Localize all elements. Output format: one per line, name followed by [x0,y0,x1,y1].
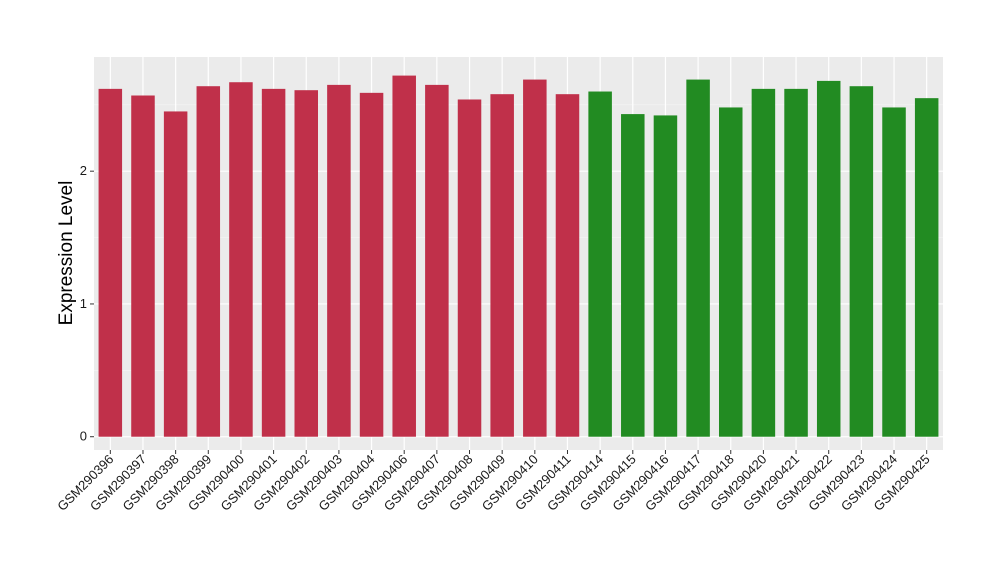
bar [131,95,155,437]
bar [784,88,808,437]
bar [718,107,743,437]
bar [229,82,253,437]
y-axis: 0 1 2 [80,163,94,444]
y-axis-title: Expression Level [56,181,77,326]
bar [294,90,319,437]
bar [327,84,351,437]
plot-panel [94,57,943,450]
bar [163,111,188,437]
y-tick-label: 1 [80,296,87,311]
bar [425,84,449,437]
bar [914,98,939,437]
bar [621,114,645,437]
bar [98,88,123,437]
bar [686,79,710,437]
bar [457,99,482,437]
bar [555,94,580,437]
bar [523,79,547,437]
bar [392,75,416,437]
y-tick-label: 2 [80,163,87,178]
bar [196,86,221,437]
bar [359,92,384,437]
bar [588,91,612,437]
bar [490,94,514,437]
bar [261,88,286,437]
bars [98,75,939,437]
bar [882,107,906,437]
x-axis: GSM290396GSM290397GSM290398GSM290399GSM2… [54,450,933,514]
bar [751,88,776,437]
bar [849,86,874,437]
y-tick-label: 0 [80,429,87,444]
bar [653,115,678,437]
bar [816,80,841,437]
